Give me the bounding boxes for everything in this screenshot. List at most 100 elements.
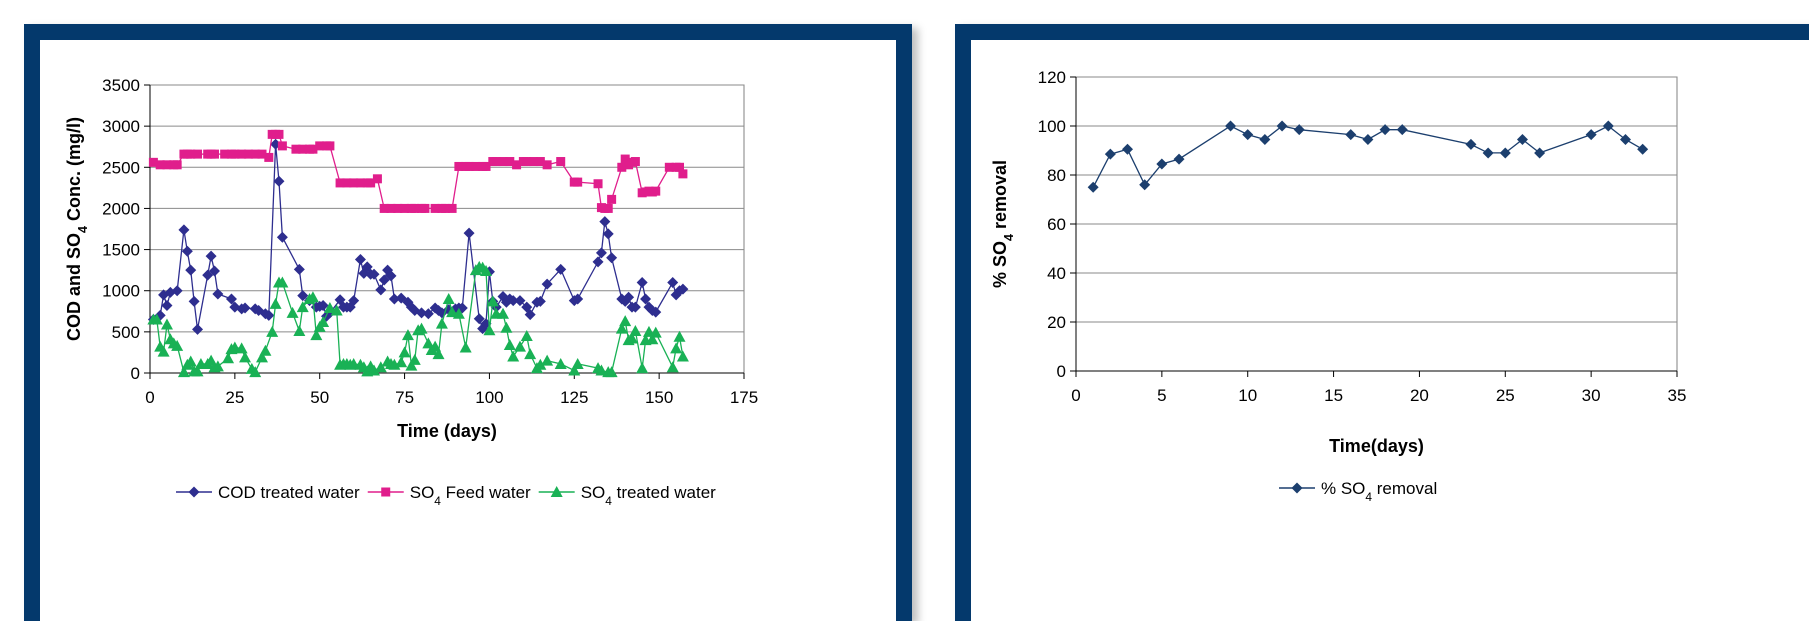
- data-point-so4-feed-water: [342, 178, 352, 188]
- data-point-so4-treated-water: [398, 346, 411, 358]
- x-tick-label: 50: [310, 388, 329, 407]
- data-point-so4-feed-water: [193, 149, 203, 159]
- data-point-so4-treated-water: [330, 304, 343, 316]
- y-tick-label: 60: [1047, 215, 1066, 234]
- data-point-so4-treated-water: [676, 350, 689, 362]
- data-point-cod-treated-water: [388, 293, 400, 305]
- x-tick-label: 15: [1324, 386, 1343, 405]
- data-point-cod-treated-water: [667, 276, 679, 288]
- data-point-cod-treated-water: [161, 300, 173, 312]
- data-point-so4-feed-water: [491, 157, 501, 167]
- data-point-so4-removal: [1104, 148, 1116, 160]
- x-tick-label: 35: [1668, 386, 1687, 405]
- data-point-cod-treated-water: [629, 301, 641, 313]
- data-point-so4-feed-water: [542, 160, 552, 170]
- data-point-so4-treated-water: [442, 292, 455, 304]
- legend: % SO4 removal: [1279, 479, 1437, 504]
- data-point-so4-treated-water: [395, 356, 408, 368]
- data-point-so4-feed-water: [651, 186, 661, 196]
- data-point-cod-treated-water: [670, 289, 682, 301]
- data-point-cod-treated-water: [636, 276, 648, 288]
- data-point-cod-treated-water: [358, 267, 370, 279]
- data-point-so4-treated-water: [296, 301, 309, 313]
- data-point-so4-treated-water: [293, 325, 306, 337]
- data-point-cod-treated-water: [534, 295, 546, 307]
- data-point-so4-feed-water: [349, 178, 359, 188]
- data-point-so4-feed-water: [186, 149, 196, 159]
- data-point-so4-treated-water: [191, 365, 204, 377]
- data-point-so4-treated-water: [524, 348, 537, 360]
- data-point-cod-treated-water: [181, 245, 193, 257]
- y-axis-label: % SO4 removal: [990, 160, 1016, 288]
- data-point-cod-treated-water: [192, 323, 204, 335]
- data-point-so4-treated-water: [605, 366, 618, 378]
- data-point-so4-feed-water: [220, 149, 230, 159]
- data-point-cod-treated-water: [463, 227, 475, 239]
- data-point-so4-removal: [1087, 181, 1099, 193]
- x-axis-label: Time(days): [1329, 436, 1424, 456]
- right-chart-area: 0 20 40 60 80 100 120 0 5 10 15 20 25 30 35 Time(days)%…: [971, 40, 1809, 621]
- data-point-so4-feed-water: [447, 203, 457, 213]
- data-point-so4-treated-water: [306, 291, 319, 303]
- data-point-cod-treated-water: [572, 293, 584, 305]
- data-point-cod-treated-water: [158, 289, 170, 301]
- data-point-so4-treated-water: [150, 313, 163, 325]
- data-point-so4-treated-water: [222, 352, 235, 364]
- cod-so4-concentration-chart: 0 500 1000 1500 2000 2500 3000 3500 0 25 50 75 100 12…: [64, 76, 758, 508]
- data-point-so4-feed-water: [250, 149, 260, 159]
- data-point-so4-treated-water: [503, 339, 516, 351]
- data-point-so4-removal: [1293, 124, 1305, 136]
- data-point-so4-removal: [1379, 124, 1391, 136]
- data-point-so4-treated-water: [286, 306, 299, 318]
- data-point-cod-treated-water: [623, 291, 635, 303]
- data-point-so4-feed-water: [209, 149, 219, 159]
- data-point-so4-removal: [1482, 147, 1494, 159]
- data-point-so4-treated-water: [615, 322, 628, 334]
- data-point-cod-treated-water: [188, 295, 200, 307]
- data-point-so4-treated-water: [435, 317, 448, 329]
- data-point-cod-treated-water: [521, 301, 533, 313]
- data-point-cod-treated-water: [473, 313, 485, 325]
- legend-marker: [550, 486, 563, 497]
- data-point-so4-treated-water: [317, 315, 330, 327]
- data-point-so4-removal: [1156, 158, 1168, 170]
- data-point-so4-treated-water: [239, 351, 252, 363]
- data-point-so4-treated-water: [629, 325, 642, 337]
- data-point-cod-treated-water: [164, 286, 176, 298]
- data-point-cod-treated-water: [507, 295, 519, 307]
- data-point-cod-treated-water: [640, 293, 652, 305]
- data-point-cod-treated-water: [354, 253, 366, 265]
- data-point-so4-treated-water: [415, 322, 428, 334]
- data-point-so4-treated-water: [554, 357, 567, 369]
- data-point-so4-treated-water: [276, 276, 289, 288]
- series-cod-treated-water: [147, 138, 689, 335]
- data-point-so4-treated-water: [259, 344, 272, 356]
- data-point-so4-feed-water: [505, 157, 515, 167]
- data-point-cod-treated-water: [297, 290, 309, 302]
- data-point-so4-treated-water: [368, 364, 381, 376]
- data-point-so4-treated-water: [497, 307, 510, 319]
- y-tick-label: 0: [131, 364, 140, 383]
- y-tick-label: 120: [1038, 68, 1066, 87]
- data-point-so4-feed-water: [155, 160, 165, 170]
- data-point-so4-feed-water: [675, 162, 685, 172]
- data-point-so4-treated-water: [323, 301, 336, 313]
- data-point-so4-feed-water: [620, 154, 630, 164]
- data-point-so4-treated-water: [266, 325, 279, 337]
- data-point-so4-feed-water: [386, 203, 396, 213]
- data-point-so4-feed-water: [664, 162, 674, 172]
- data-point-so4-treated-water: [184, 355, 197, 367]
- data-point-so4-removal: [1396, 124, 1408, 136]
- data-point-so4-treated-water: [486, 295, 499, 307]
- x-axis-label: Time (days): [397, 421, 497, 441]
- data-point-so4-feed-water: [522, 157, 532, 167]
- x-tick-label: 0: [1071, 386, 1080, 405]
- data-point-so4-treated-water: [405, 359, 418, 371]
- data-point-cod-treated-water: [416, 307, 428, 319]
- data-point-cod-treated-water: [677, 283, 689, 295]
- y-tick-label: 80: [1047, 166, 1066, 185]
- y-tick-label: 1500: [102, 241, 140, 260]
- legend-label: % SO4 removal: [1321, 479, 1437, 504]
- data-point-cod-treated-water: [276, 231, 288, 243]
- left-chart-frame: 0 500 1000 1500 2000 2500 3000 3500 0 25 50 75 100 12…: [24, 24, 912, 621]
